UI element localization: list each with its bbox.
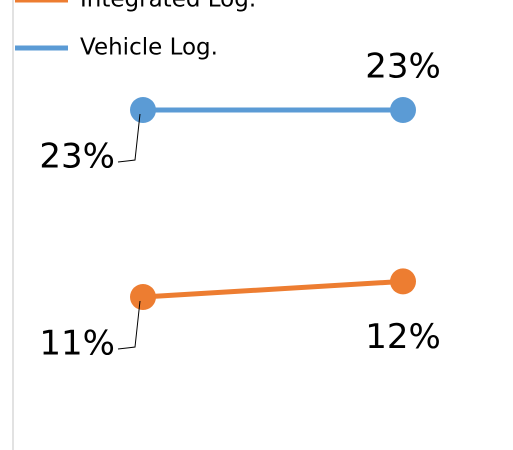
point (130, 284, 156, 310)
legend-label: Vehicle Log. (80, 35, 218, 61)
point (390, 268, 416, 295)
data-label: 23% (39, 137, 115, 177)
leader-line (117, 113, 141, 163)
legend-label: Integrated Log. (80, 0, 256, 13)
leader-line (117, 300, 141, 350)
series-line (142, 278, 404, 300)
data-label: 11% (39, 324, 115, 364)
point (390, 97, 416, 123)
point (130, 97, 156, 123)
data-label: 12% (365, 317, 441, 357)
data-label: 23% (365, 47, 441, 87)
plot-frame (12, 0, 513, 450)
